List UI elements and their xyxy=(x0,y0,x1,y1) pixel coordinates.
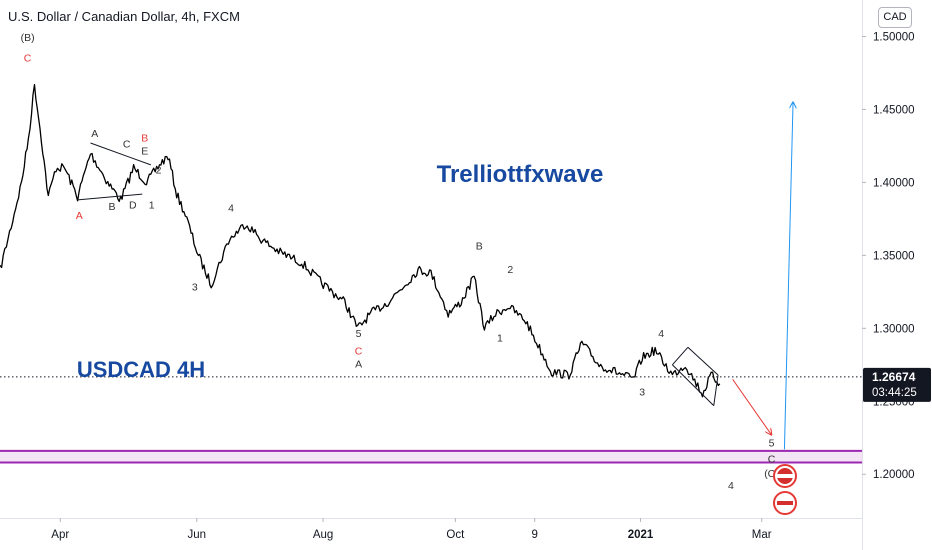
x-tick-label: Mar xyxy=(752,529,772,541)
wave-label: C xyxy=(24,52,32,64)
triangle-right-edge xyxy=(713,374,719,406)
wave-label: 3 xyxy=(192,281,198,293)
price-series-line xyxy=(0,84,721,398)
author-annotation: Trelliottfxwave xyxy=(437,161,604,188)
wave-label: B xyxy=(141,133,148,145)
triangle-lower-line xyxy=(672,364,715,407)
wave-label: B xyxy=(476,241,483,253)
y-tick-label: 1.20000 xyxy=(873,469,915,481)
currency-button[interactable]: CAD xyxy=(878,7,912,28)
y-tick-label: 1.40000 xyxy=(873,177,915,189)
pair-annotation: USDCAD 4H xyxy=(77,357,205,382)
support-zone-band xyxy=(0,450,862,463)
triangle-pattern xyxy=(671,346,719,407)
y-tick-label: 1.35000 xyxy=(873,250,915,262)
triangle-left-edge xyxy=(671,346,689,366)
triangle-upper-line xyxy=(90,142,152,166)
wave-label: A xyxy=(91,128,98,140)
wave-label: 3 xyxy=(639,386,645,398)
axis-layer: 1.200001.250001.300001.350001.400001.450… xyxy=(51,31,931,541)
wave-label: 5 xyxy=(356,328,362,340)
wave-label: C xyxy=(768,454,776,466)
x-tick-label: Apr xyxy=(51,529,69,541)
price-tag-countdown: 03:44:25 xyxy=(872,387,917,399)
wave-label: 2 xyxy=(507,264,513,276)
canada-flag-event-icon[interactable] xyxy=(773,491,797,515)
price-tag-value: 1.26674 xyxy=(872,370,916,384)
wave-label: A xyxy=(355,359,362,371)
wave-label: B xyxy=(109,201,116,213)
x-tick-label: Aug xyxy=(313,529,333,541)
symbol-title: U.S. Dollar / Canadian Dollar, 4h, FXCM xyxy=(8,9,240,24)
x-tick-label: 2021 xyxy=(628,529,654,541)
wave-label: C xyxy=(355,346,363,358)
plot-layer xyxy=(0,84,862,464)
wave-label: 2 xyxy=(156,165,162,177)
us-flag-event-icon[interactable] xyxy=(773,464,797,488)
y-tick-label: 1.45000 xyxy=(873,104,915,116)
projection-arrow-up xyxy=(783,102,793,450)
x-tick-label: Oct xyxy=(446,529,465,541)
triangle-pattern xyxy=(77,142,152,201)
wave-label: D xyxy=(129,200,137,212)
y-tick-label: 1.50000 xyxy=(873,31,915,43)
price-tag-bg xyxy=(863,367,931,402)
x-tick-label: 9 xyxy=(532,529,538,541)
wave-label: 5 xyxy=(769,438,775,450)
wave-label: (B) xyxy=(21,32,35,44)
wave-label: 4 xyxy=(228,203,234,215)
triangle-upper-line xyxy=(687,346,719,376)
wave-label: C xyxy=(123,138,131,150)
y-tick-label: 1.30000 xyxy=(873,323,915,335)
wave-label: A xyxy=(76,210,83,222)
projection-arrow-down xyxy=(732,379,772,434)
wave-label: 4 xyxy=(658,328,664,340)
wave-label: 1 xyxy=(497,332,503,344)
wave-label: 4 xyxy=(728,480,734,492)
canada-flag-event-icon-stripe xyxy=(777,501,793,505)
triangle-lower-line xyxy=(77,193,143,201)
wave-label: E xyxy=(141,146,148,158)
wave-label: 1 xyxy=(149,200,155,212)
us-flag-event-icon-stripe xyxy=(777,474,793,478)
x-tick-label: Jun xyxy=(188,529,207,541)
